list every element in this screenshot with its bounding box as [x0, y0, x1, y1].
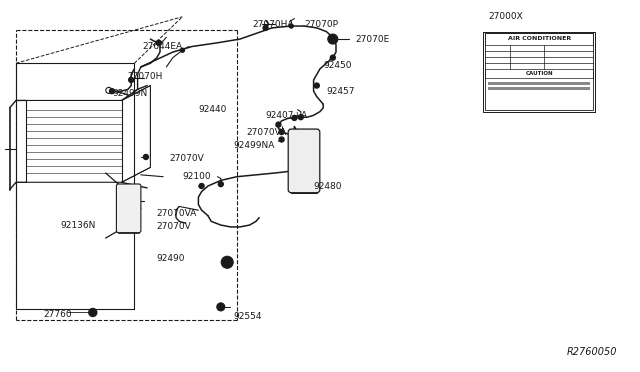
Text: 27070E: 27070E — [355, 35, 390, 44]
Text: 92407+A: 92407+A — [266, 111, 308, 120]
Text: 92554: 92554 — [234, 312, 262, 321]
Text: 92440: 92440 — [198, 105, 227, 114]
Circle shape — [109, 89, 115, 94]
Circle shape — [276, 122, 281, 127]
Bar — [485, 33, 593, 45]
FancyBboxPatch shape — [116, 184, 141, 232]
Circle shape — [330, 55, 335, 60]
Text: 27070V: 27070V — [170, 154, 204, 163]
Text: 27070HA: 27070HA — [253, 20, 294, 29]
Circle shape — [89, 308, 97, 317]
Text: 92499N: 92499N — [112, 89, 147, 97]
Text: 92136N: 92136N — [61, 221, 96, 230]
Bar — [488, 87, 590, 90]
Text: 92490: 92490 — [157, 254, 186, 263]
Circle shape — [279, 137, 284, 142]
Circle shape — [298, 115, 303, 120]
Bar — [488, 82, 590, 85]
Text: 27070VA: 27070VA — [246, 128, 287, 137]
Text: 27070H: 27070H — [128, 72, 163, 81]
Text: AIR CONDITIONER: AIR CONDITIONER — [508, 36, 571, 41]
Text: 92450: 92450 — [323, 61, 352, 70]
Circle shape — [221, 256, 233, 268]
Text: 27000X: 27000X — [488, 12, 523, 21]
Circle shape — [314, 83, 319, 88]
Circle shape — [289, 24, 293, 28]
Text: CAUTION: CAUTION — [525, 71, 553, 76]
Text: 27760: 27760 — [44, 310, 72, 319]
Text: 27644EA: 27644EA — [142, 42, 182, 51]
Text: 27070P: 27070P — [304, 20, 338, 29]
Text: 27070VA: 27070VA — [157, 209, 197, 218]
Circle shape — [199, 183, 204, 189]
Text: 27070V: 27070V — [157, 222, 191, 231]
Circle shape — [218, 182, 223, 187]
Circle shape — [156, 40, 161, 45]
Circle shape — [263, 25, 268, 31]
Bar — [485, 69, 593, 78]
Circle shape — [180, 48, 184, 52]
Text: 92100: 92100 — [182, 172, 211, 181]
Circle shape — [279, 129, 284, 135]
Circle shape — [328, 34, 338, 44]
Circle shape — [217, 303, 225, 311]
Text: 92499NA: 92499NA — [234, 141, 275, 150]
Text: R2760050: R2760050 — [567, 347, 618, 357]
Circle shape — [292, 115, 297, 121]
Bar — [485, 33, 593, 110]
Circle shape — [143, 154, 148, 160]
Text: 92457: 92457 — [326, 87, 355, 96]
Circle shape — [129, 77, 134, 83]
FancyBboxPatch shape — [288, 129, 320, 193]
Text: 92480: 92480 — [314, 182, 342, 190]
